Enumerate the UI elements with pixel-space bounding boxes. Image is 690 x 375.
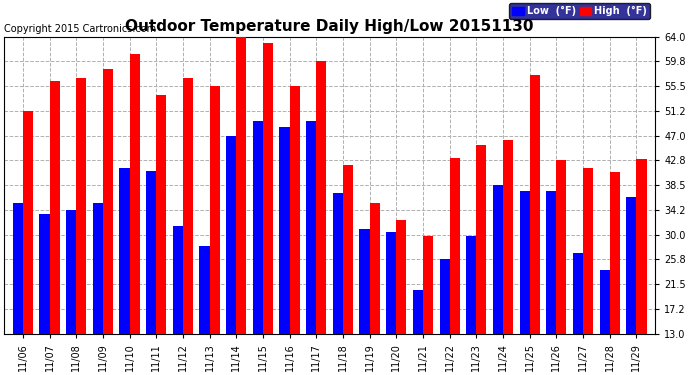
Bar bbox=[290, 86, 299, 334]
Bar bbox=[306, 121, 316, 334]
Bar bbox=[636, 159, 647, 334]
Bar bbox=[253, 121, 263, 334]
Bar bbox=[226, 136, 236, 334]
Bar bbox=[583, 168, 593, 334]
Bar bbox=[210, 86, 219, 334]
Bar bbox=[119, 168, 130, 334]
Bar bbox=[130, 54, 139, 334]
Bar bbox=[546, 191, 556, 334]
Bar bbox=[627, 197, 636, 334]
Bar bbox=[50, 81, 59, 334]
Bar bbox=[23, 111, 33, 334]
Bar bbox=[66, 210, 76, 334]
Bar bbox=[466, 236, 476, 334]
Bar bbox=[236, 37, 246, 334]
Bar bbox=[76, 78, 86, 334]
Bar bbox=[610, 172, 620, 334]
Bar bbox=[146, 171, 156, 334]
Bar bbox=[39, 214, 50, 334]
Bar bbox=[359, 229, 370, 334]
Bar bbox=[183, 78, 193, 334]
Bar bbox=[199, 246, 210, 334]
Bar bbox=[92, 203, 103, 334]
Bar bbox=[396, 220, 406, 334]
Bar bbox=[103, 69, 113, 334]
Bar bbox=[573, 254, 583, 334]
Bar bbox=[600, 270, 610, 334]
Bar bbox=[172, 226, 183, 334]
Bar bbox=[316, 61, 326, 334]
Bar bbox=[530, 75, 540, 334]
Bar bbox=[423, 236, 433, 334]
Title: Outdoor Temperature Daily High/Low 20151130: Outdoor Temperature Daily High/Low 20151… bbox=[126, 19, 534, 34]
Bar bbox=[343, 165, 353, 334]
Bar bbox=[556, 160, 566, 334]
Bar bbox=[450, 158, 460, 334]
Bar bbox=[156, 95, 166, 334]
Bar bbox=[370, 203, 380, 334]
Bar bbox=[279, 127, 290, 334]
Bar bbox=[476, 145, 486, 334]
Bar bbox=[413, 290, 423, 334]
Bar bbox=[333, 193, 343, 334]
Bar bbox=[386, 232, 396, 334]
Text: Copyright 2015 Cartronics.com: Copyright 2015 Cartronics.com bbox=[4, 24, 157, 34]
Bar bbox=[263, 43, 273, 334]
Bar bbox=[493, 185, 503, 334]
Legend: Low  (°F), High  (°F): Low (°F), High (°F) bbox=[509, 3, 650, 19]
Bar bbox=[440, 259, 450, 334]
Bar bbox=[12, 203, 23, 334]
Bar bbox=[503, 141, 513, 334]
Bar bbox=[520, 191, 530, 334]
